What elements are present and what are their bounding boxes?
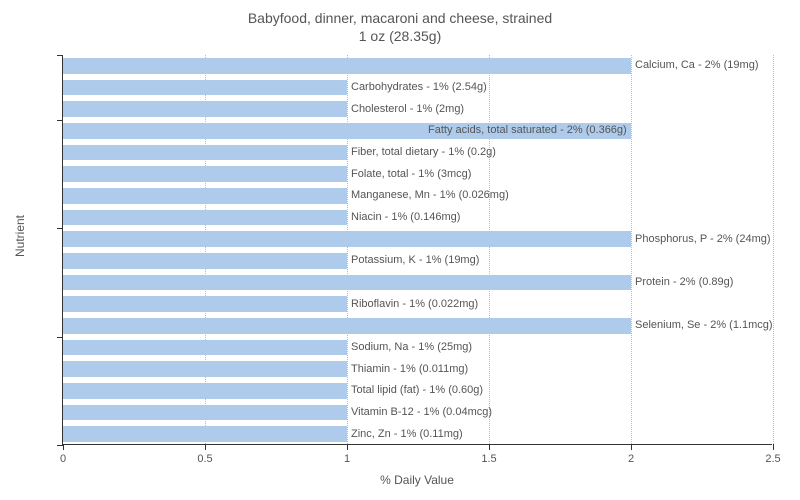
bar [63,383,347,399]
bar [63,361,347,377]
bar [63,58,631,74]
x-tick-label: 2 [628,453,634,465]
chart-title-line2: 1 oz (28.35g) [0,28,800,44]
bar [63,166,347,182]
y-tick [57,228,63,229]
y-tick [57,120,63,121]
chart-container: Babyfood, dinner, macaroni and cheese, s… [0,0,800,500]
y-tick [57,337,63,338]
bar [63,231,631,247]
bar-label: Fiber, total dietary - 1% (0.2g) [351,146,496,158]
bar-label: Carbohydrates - 1% (2.54g) [351,81,487,93]
bar-label: Riboflavin - 1% (0.022mg) [351,298,478,310]
x-tick-label: 0 [60,453,66,465]
x-tick [489,444,490,450]
bar [63,426,347,442]
bar [63,253,347,269]
bar [63,188,347,204]
y-tick [57,445,63,446]
x-tick [773,444,774,450]
bar-label: Phosphorus, P - 2% (24mg) [635,233,771,245]
x-tick [63,444,64,450]
x-tick [631,444,632,450]
bar-label: Zinc, Zn - 1% (0.11mg) [351,428,463,440]
bar-label: Sodium, Na - 1% (25mg) [351,341,472,353]
bar-label: Niacin - 1% (0.146mg) [351,211,460,223]
bar-label: Total lipid (fat) - 1% (0.60g) [351,384,483,396]
x-tick-label: 0.5 [197,453,212,465]
bar-label: Calcium, Ca - 2% (19mg) [635,59,758,71]
bar [63,318,631,334]
bar-label: Manganese, Mn - 1% (0.026mg) [351,189,509,201]
bar-label: Vitamin B-12 - 1% (0.04mcg) [351,406,492,418]
plot-area: 00.511.522.5Calcium, Ca - 2% (19mg)Carbo… [62,55,772,445]
gridline [347,55,348,444]
bar [63,101,347,117]
bar-label: Protein - 2% (0.89g) [635,276,733,288]
y-axis-label: Nutrient [13,237,27,257]
bar-label: Selenium, Se - 2% (1.1mcg) [635,319,773,331]
bar [63,145,347,161]
x-axis-label: % Daily Value [62,473,772,487]
bar-label: Thiamin - 1% (0.011mg) [351,363,468,375]
bar-label: Cholesterol - 1% (2mg) [351,103,464,115]
bar [63,275,631,291]
bar [63,340,347,356]
gridline [489,55,490,444]
gridline [631,55,632,444]
bar [63,405,347,421]
bar-label: Fatty acids, total saturated - 2% (0.366… [428,124,627,136]
y-tick [57,55,63,56]
x-tick [205,444,206,450]
x-tick-label: 2.5 [765,453,780,465]
bar [63,210,347,226]
gridline [773,55,774,444]
bar [63,296,347,312]
x-tick-label: 1.5 [481,453,496,465]
bar [63,80,347,96]
bar-label: Folate, total - 1% (3mcg) [351,168,471,180]
x-tick-label: 1 [344,453,350,465]
x-tick [347,444,348,450]
chart-title-line1: Babyfood, dinner, macaroni and cheese, s… [0,10,800,26]
bar-label: Potassium, K - 1% (19mg) [351,254,479,266]
